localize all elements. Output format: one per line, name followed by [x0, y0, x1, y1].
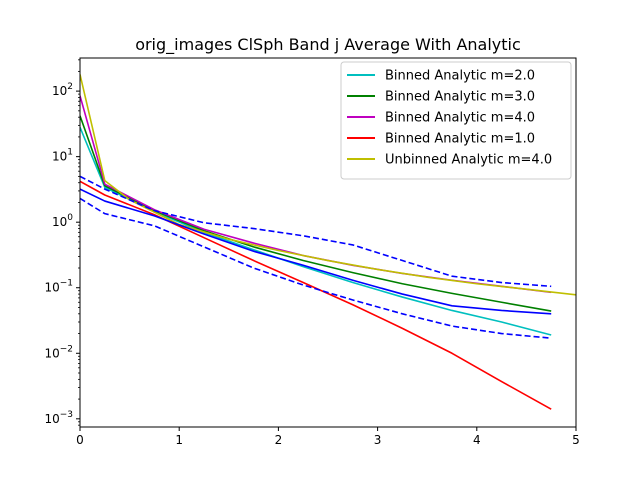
- y-axis: 10−3 10−2 10−1 100 101 102: [44, 59, 80, 426]
- series-line-4: [80, 74, 576, 296]
- y-tick-label: 100: [52, 213, 73, 229]
- x-axis: 0 1 2 3 4 5: [76, 427, 580, 447]
- legend: Binned Analytic m=2.0 Binned Analytic m=3…: [340, 61, 572, 180]
- legend-label: Binned Analytic m=4.0: [385, 111, 535, 126]
- x-tick-label: 1: [175, 433, 183, 447]
- x-tick-label: 5: [572, 433, 580, 447]
- legend-label: Unbinned Analytic m=4.0: [385, 153, 552, 168]
- series-line-1: [80, 115, 552, 312]
- legend-box: [340, 61, 572, 180]
- y-tick-label: 10−2: [44, 344, 73, 360]
- y-tick-label: 102: [52, 82, 73, 98]
- series-line-6: [80, 175, 552, 288]
- y-tick-label: 101: [52, 148, 73, 164]
- legend-label: Binned Analytic m=1.0: [385, 132, 535, 147]
- legend-label: Binned Analytic m=3.0: [385, 90, 535, 105]
- x-tick-label: 0: [76, 433, 84, 447]
- series-line-5: [80, 188, 552, 315]
- x-tick-label: 4: [473, 433, 481, 447]
- y-tick-label: 10−1: [44, 279, 73, 295]
- chart-title: orig_images ClSph Band j Average With An…: [135, 35, 521, 55]
- x-tick-label: 2: [275, 433, 283, 447]
- legend-label: Binned Analytic m=2.0: [385, 69, 535, 84]
- plot-frame: [79, 57, 577, 428]
- series-line-3: [80, 180, 552, 410]
- series-layer: [80, 74, 576, 410]
- y-tick-label: 10−3: [44, 410, 73, 426]
- series-line-7: [80, 197, 552, 339]
- x-tick-label: 3: [374, 433, 382, 447]
